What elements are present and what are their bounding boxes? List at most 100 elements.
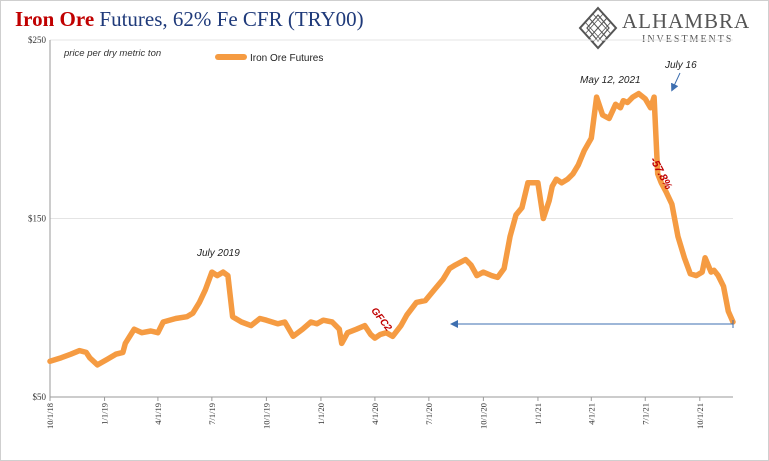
data-point (567, 178, 569, 180)
data-point (509, 235, 511, 237)
data-point (259, 317, 261, 320)
data-point (608, 117, 610, 120)
data-point (433, 289, 435, 291)
units-label: price per dry metric ton (63, 48, 161, 59)
annotation-july-16: July 16 (664, 60, 697, 71)
data-point (689, 273, 691, 275)
data-point (442, 278, 444, 280)
data-point (722, 285, 725, 287)
annotation-july-2019: July 2019 (196, 248, 240, 259)
title-rest: Futures, 62% Fe CFR (TRY00) (94, 7, 364, 31)
data-point (665, 191, 667, 193)
legend-label: Iron Ore Futures (250, 53, 323, 64)
data-point (583, 150, 585, 152)
data-point (175, 317, 177, 320)
data-point (415, 301, 417, 303)
data-point (521, 207, 523, 209)
chart-title: Iron Ore Futures, 62% Fe CFR (TRY00) (15, 7, 364, 32)
data-point (347, 332, 349, 334)
data-point (250, 325, 252, 327)
data-point (683, 257, 686, 259)
data-point (211, 271, 213, 273)
data-point (497, 276, 499, 278)
x-tick-label: 7/1/20 (424, 403, 434, 425)
data-point (222, 271, 224, 273)
data-point (653, 96, 655, 98)
data-point (265, 319, 267, 321)
data-point (198, 301, 200, 303)
x-tick-label: 10/1/19 (261, 403, 271, 429)
data-point (85, 351, 87, 353)
data-point (476, 275, 478, 277)
data-point (310, 321, 312, 323)
x-tick-label: 10/1/21 (695, 403, 705, 429)
data-point (704, 257, 706, 259)
data-point (162, 321, 164, 323)
data-point (424, 300, 426, 302)
data-point (577, 164, 579, 166)
data-point (331, 321, 333, 323)
x-tick-label: 4/1/19 (153, 403, 163, 425)
data-point (370, 333, 372, 336)
data-point (150, 330, 152, 332)
data-point (491, 275, 493, 277)
data-point (470, 264, 472, 266)
data-point (626, 101, 629, 104)
data-point (454, 264, 457, 266)
data-point (302, 328, 304, 330)
legend: Iron Ore Futures (215, 53, 323, 64)
data-point (133, 328, 135, 330)
july-16-arrow (671, 72, 681, 92)
x-tick-label: 10/1/18 (45, 403, 55, 429)
x-tick-label: 1/1/21 (533, 403, 543, 425)
data-point (596, 96, 598, 98)
data-point (572, 173, 574, 175)
data-point (671, 203, 673, 205)
data-point (141, 332, 143, 334)
x-axis-tick-labels: 10/1/18 1/1/19 4/1/19 7/1/19 10/1/19 1/1/20 4/… (45, 403, 705, 429)
data-point (590, 137, 592, 139)
data-point (615, 103, 617, 105)
x-tick-label: 1/1/19 (100, 403, 110, 425)
y-tick-label: $50 (33, 392, 47, 402)
annotation-may-12-2021: May 12, 2021 (580, 75, 641, 86)
axes (49, 40, 733, 401)
logo-name: ALHAMBRA (622, 9, 751, 33)
data-point (385, 332, 387, 334)
data-point (542, 217, 544, 220)
gridlines (50, 39, 733, 398)
data-point (204, 289, 206, 291)
data-point (551, 185, 553, 187)
data-point (106, 358, 108, 361)
data-point (602, 114, 604, 116)
data-point (240, 321, 243, 323)
data-point (227, 275, 229, 277)
data-point (677, 235, 679, 237)
data-point (695, 275, 697, 277)
data-point (157, 332, 159, 334)
data-point (701, 271, 703, 273)
data-point (660, 182, 662, 184)
data-point (70, 353, 72, 355)
data-point (341, 342, 343, 344)
data-point (619, 107, 622, 109)
data-point (482, 271, 484, 273)
data-point (465, 259, 467, 261)
diamond-lattice-icon (578, 6, 618, 50)
data-point (192, 312, 194, 314)
x-tick-label: 4/1/21 (586, 403, 596, 425)
data-point (89, 357, 91, 359)
data-point (638, 93, 640, 95)
data-point (548, 200, 550, 202)
data-point (277, 323, 279, 325)
data-point (392, 335, 394, 337)
data-point (216, 275, 218, 277)
y-tick-label: $250 (28, 35, 47, 45)
data-point (710, 271, 712, 273)
data-point (650, 107, 652, 109)
data-point (316, 323, 318, 325)
data-point (713, 269, 715, 271)
y-tick-label: $150 (28, 214, 47, 224)
title-bold: Iron Ore (15, 7, 95, 31)
